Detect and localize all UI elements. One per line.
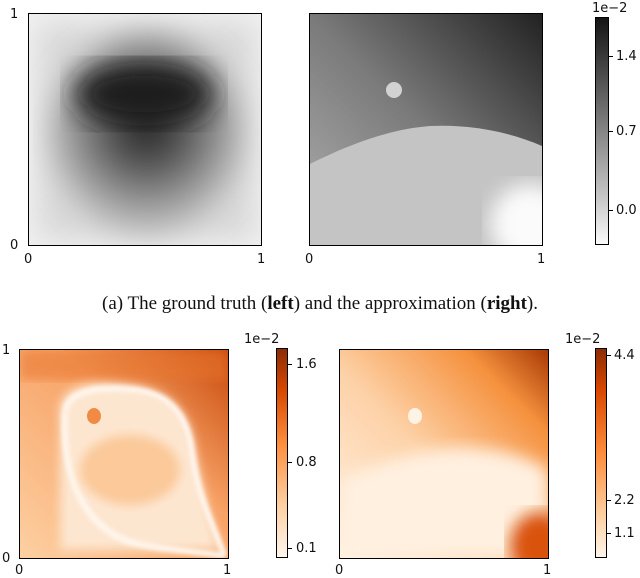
gray-colorbar-tick-low: 0.0 [616, 203, 637, 218]
err2-x-tick-left: 0 [335, 563, 344, 578]
orange1-colorbar-tick-low: 0.1 [296, 541, 317, 556]
orange1-colorbar-tick-high: 1.6 [296, 357, 317, 372]
orange2-colorbar-exponent: 1e−2 [565, 332, 601, 347]
orange2-colorbar-tick-low: 1.1 [614, 526, 635, 541]
approximation-plot [309, 13, 543, 246]
approx-x-tick-left: 0 [305, 252, 314, 267]
error-plot-right [339, 349, 549, 559]
orange2-colorbar-tick-mid: 2.2 [614, 493, 635, 508]
gt-y-tick-top: 1 [10, 7, 19, 22]
err1-x-tick-left: 0 [15, 563, 24, 578]
err2-x-tick-right: 1 [543, 563, 552, 578]
ground-truth-plot [28, 13, 262, 246]
figure-caption: (a) The ground truth (left) and the appr… [102, 293, 538, 314]
gray-colorbar-exponent: 1e−2 [592, 1, 628, 16]
orange1-colorbar [276, 348, 288, 558]
orange1-colorbar-tick-mid: 0.8 [296, 455, 317, 470]
orange1-colorbar-exponent: 1e−2 [244, 332, 280, 347]
gray-colorbar-tick-high: 1.4 [616, 49, 637, 64]
gt-x-tick-left: 0 [24, 252, 33, 267]
approx-x-tick-right: 1 [537, 252, 546, 267]
gray-colorbar-tick-mid: 0.7 [616, 124, 637, 139]
gray-colorbar [595, 17, 609, 245]
orange2-colorbar [595, 348, 607, 558]
err1-y-tick-top: 1 [2, 343, 11, 358]
gt-x-tick-right: 1 [257, 252, 266, 267]
err1-x-tick-right: 1 [223, 563, 232, 578]
gt-y-tick-bottom: 0 [10, 238, 19, 253]
orange2-colorbar-tick-high: 4.4 [614, 348, 635, 363]
error-plot-left [19, 349, 229, 559]
err1-y-tick-bottom: 0 [2, 551, 11, 566]
